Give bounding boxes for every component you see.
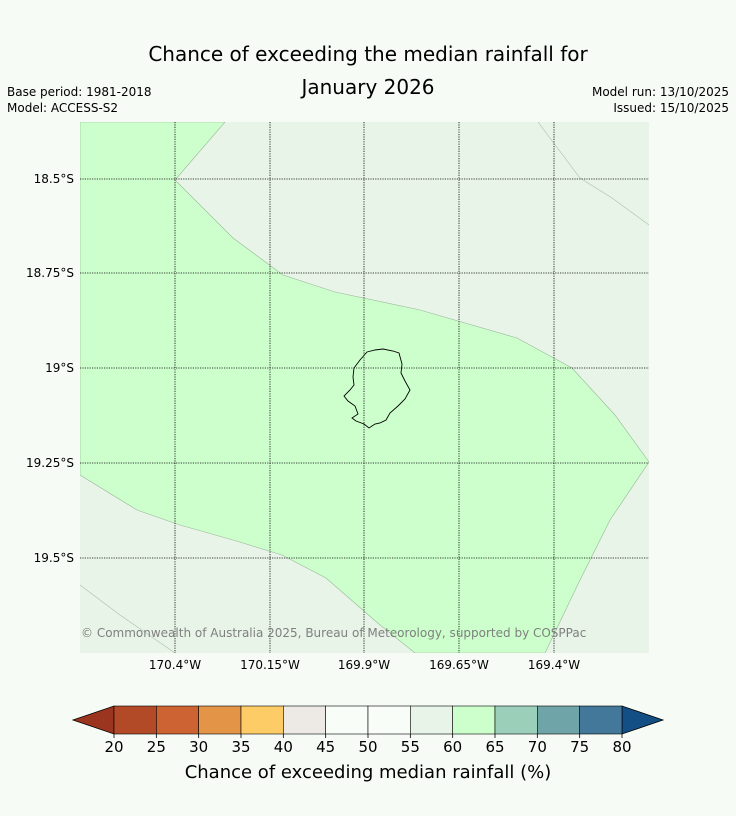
niue-island-outline <box>343 348 411 429</box>
graticule <box>80 122 649 653</box>
colorbar-tick-label: 70 <box>528 738 547 756</box>
region-60-65-chance <box>80 122 649 653</box>
colorbar-tick-label: 55 <box>401 738 420 756</box>
colorbar-swatch <box>113 705 157 735</box>
issued-date: Issued: 15/10/2025 <box>613 101 729 115</box>
colorbar-under-arrow <box>71 705 115 735</box>
colorbar-swatch <box>537 705 580 735</box>
colorbar-tick-label: 50 <box>358 738 377 756</box>
colorbar-tick-label: 25 <box>147 738 166 756</box>
colorbar-over-arrow <box>621 705 665 735</box>
longitude-label: 170.4°W <box>149 658 201 672</box>
latitude-label: 19.5°S <box>34 551 74 565</box>
colorbar-tick-label: 75 <box>570 738 589 756</box>
colorbar-swatch <box>367 705 411 735</box>
latitude-label: 19.25°S <box>26 456 74 470</box>
contour-line <box>537 122 649 226</box>
colorbar-tick-label: 30 <box>189 738 208 756</box>
contour-line <box>80 584 176 653</box>
model-run: Model run: 13/10/2025 <box>591 85 729 99</box>
latitude-labels: 18.5°S 18.75°S 19°S 19.25°S 19.5°S <box>26 172 74 565</box>
title-line-1: Chance of exceeding the median rainfall … <box>148 42 588 66</box>
meta-left: Base period: 1981-2018 Model: ACCESS-S2 <box>7 84 152 116</box>
colorbar-swatch <box>156 705 199 735</box>
colorbar-swatch <box>325 705 369 735</box>
meta-right: Model run: 13/10/2025 Issued: 15/10/2025 <box>592 84 729 116</box>
latitude-label: 19°S <box>45 361 74 375</box>
colorbar-swatch <box>452 705 496 735</box>
model-name: Model: ACCESS-S2 <box>7 101 119 115</box>
colorbar: 20 25 30 35 40 45 50 55 60 65 70 75 80 <box>71 705 665 756</box>
colorbar-swatch <box>283 705 326 735</box>
colorbar-swatch <box>579 705 623 735</box>
longitude-label: 170.15°W <box>240 658 300 672</box>
map-panel: © Commonwealth of Australia 2025, Bureau… <box>80 122 649 653</box>
colorbar-swatch <box>240 705 284 735</box>
colorbar-tick-label: 40 <box>274 738 293 756</box>
latitude-label: 18.5°S <box>34 172 74 186</box>
colorbar-tick-label: 65 <box>485 738 504 756</box>
colorbar-swatch <box>198 705 242 735</box>
latitude-label: 18.75°S <box>26 266 74 280</box>
longitude-label: 169.9°W <box>338 658 390 672</box>
colorbar-tick-label: 45 <box>316 738 335 756</box>
copyright-notice: © Commonwealth of Australia 2025, Bureau… <box>81 626 586 640</box>
map-title: Chance of exceeding the median rainfall … <box>0 38 736 104</box>
colorbar-tick-label: 60 <box>443 738 462 756</box>
colorbar-swatch <box>494 705 538 735</box>
base-period: Base period: 1981-2018 <box>7 85 152 99</box>
colorbar-swatch <box>410 705 453 735</box>
colorbar-tick-label: 35 <box>231 738 250 756</box>
longitude-labels: 170.4°W 170.15°W 169.9°W 169.65°W 169.4°W <box>149 658 580 672</box>
longitude-label: 169.65°W <box>429 658 489 672</box>
colorbar-tick-label: 80 <box>612 738 631 756</box>
colorbar-tick-label: 20 <box>104 738 123 756</box>
title-line-2: January 2026 <box>301 75 435 99</box>
colorbar-label: Chance of exceeding median rainfall (%) <box>185 762 552 783</box>
longitude-label: 169.4°W <box>528 658 580 672</box>
